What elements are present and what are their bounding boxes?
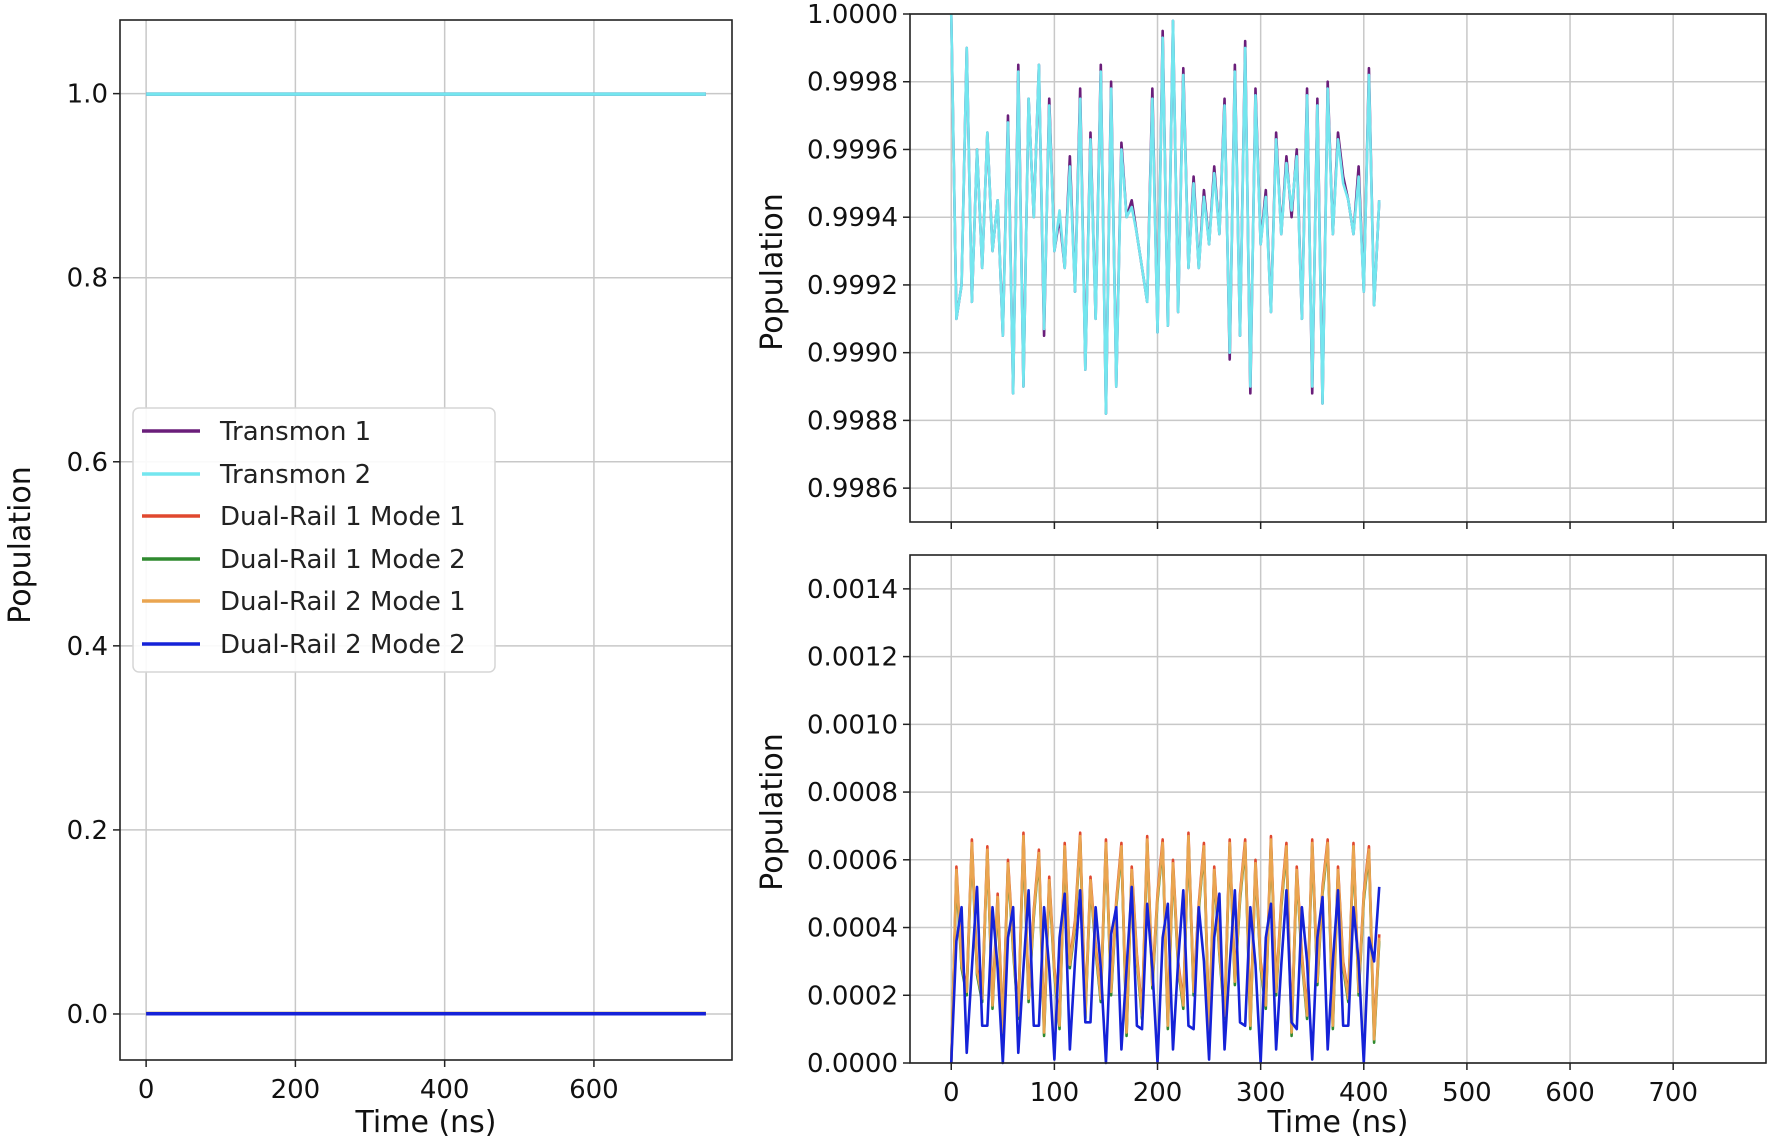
legend-item: Dual-Rail 2 Mode 2 <box>142 630 466 660</box>
legend-item: Transmon 2 <box>142 460 371 490</box>
dual-rail-zoom-xtick-label: 0 <box>943 1078 960 1108</box>
dual-rail-zoom-axes-frame <box>909 554 1767 1064</box>
dual-rail-zoom-ticks: 0 100 200 300 400 500 600 700 0.0000 0.0002 0.0004… <box>807 575 1698 1108</box>
dual-rail-zoom-xtick-label: 700 <box>1648 1078 1698 1108</box>
transmon-zoom-ticks: 0.9986 0.9988 0.9990 0.9992 0.9994 0.9996 0.99… <box>807 0 1674 529</box>
overview-xtick-label: 200 <box>271 1075 321 1105</box>
legend-label: Dual-Rail 2 Mode 1 <box>220 587 466 617</box>
transmon-zoom-ytick-label: 0.9998 <box>807 68 898 98</box>
dual-rail-zoom-ytick-label: 0.0008 <box>807 778 898 808</box>
overview-ytick-label: 0.8 <box>67 264 108 294</box>
transmon-zoom-line-transmon-2 <box>949 13 1381 415</box>
overview-ylabel: Population <box>3 466 38 624</box>
legend-item: Transmon 1 <box>142 417 371 447</box>
overview-xtick-label: 400 <box>420 1075 470 1105</box>
overview-xtick-label: 600 <box>569 1075 619 1105</box>
transmon-zoom-axes-frame <box>909 13 1767 523</box>
transmon-zoom-ytick-label: 0.9988 <box>807 406 898 436</box>
dual-rail-zoom-xtick-label: 600 <box>1545 1078 1595 1108</box>
overview-ticks: 0 200 400 600 0.0 0.2 0.4 0.6 0.8 1.0 <box>67 80 619 1105</box>
dual-rail-zoom-xlabel: Time (ns) <box>1266 1105 1408 1136</box>
overview-xtick-label: 0 <box>138 1075 155 1105</box>
legend-label: Transmon 2 <box>219 460 371 490</box>
overview-axes-frame <box>119 19 733 1061</box>
dual-rail-zoom-xtick-label: 100 <box>1030 1078 1080 1108</box>
dual-rail-zoom-chart: 0 100 200 300 400 500 600 700 0.0000 0.0002 0.0004… <box>755 554 1767 1136</box>
dual-rail-zoom-ytick-label: 0.0004 <box>807 914 898 944</box>
dual-rail-zoom-line-dual-rail-2-mode-2 <box>949 885 1381 1065</box>
dual-rail-zoom-xtick-label: 500 <box>1442 1078 1492 1108</box>
dual-rail-zoom-ytick-label: 0.0014 <box>807 575 898 605</box>
overview-ytick-label: 0.2 <box>67 816 108 846</box>
dual-rail-zoom-ytick-label: 0.0006 <box>807 846 898 876</box>
dual-rail-zoom-ytick-label: 0.0012 <box>807 643 898 673</box>
overview-ytick-label: 0.0 <box>67 1000 108 1030</box>
legend-label: Dual-Rail 2 Mode 2 <box>220 630 466 660</box>
legend-item: Dual-Rail 1 Mode 1 <box>142 502 466 532</box>
overview-xlabel: Time (ns) <box>354 1105 496 1136</box>
dual-rail-zoom-ylabel: Population <box>755 733 790 891</box>
dual-rail-zoom-xtick-label: 200 <box>1133 1078 1183 1108</box>
legend-item: Dual-Rail 2 Mode 1 <box>142 587 466 617</box>
transmon-zoom-ytick-label: 0.9996 <box>807 135 898 165</box>
overview-series <box>146 92 706 1016</box>
legend: Transmon 1 Transmon 2 Dual-Rail 1 Mode 1… <box>132 407 496 673</box>
overview-ytick-label: 0.6 <box>67 448 108 478</box>
dual-rail-zoom-ytick-label: 0.0002 <box>807 981 898 1011</box>
overview-ytick-label: 1.0 <box>67 80 108 110</box>
legend-label: Dual-Rail 1 Mode 1 <box>220 502 466 532</box>
overview-chart: 0 200 400 600 0.0 0.2 0.4 0.6 0.8 1.0 Time (ns) P… <box>3 19 733 1136</box>
transmon-zoom-ytick-label: 0.9994 <box>807 203 898 233</box>
transmon-zoom-ytick-label: 0.9992 <box>807 271 898 301</box>
transmon-zoom-ytick-label: 0.9990 <box>807 339 898 369</box>
dual-rail-zoom-grid <box>910 555 1766 1064</box>
overview-ytick-label: 0.4 <box>67 632 108 662</box>
legend-label: Transmon 1 <box>219 417 371 447</box>
dual-rail-zoom-xtick-label: 400 <box>1339 1078 1389 1108</box>
transmon-zoom-ytick-label: 0.9986 <box>807 474 898 504</box>
transmon-zoom-chart: 0.9986 0.9988 0.9990 0.9992 0.9994 0.9996 0.99… <box>755 0 1767 529</box>
dual-rail-zoom-ytick-label: 0.0000 <box>807 1049 898 1079</box>
dual-rail-zoom-xtick-label: 300 <box>1236 1078 1286 1108</box>
dual-rail-zoom-ytick-label: 0.0010 <box>807 710 898 740</box>
legend-box <box>132 407 496 673</box>
transmon-zoom-ytick-label: 1.0000 <box>807 0 898 30</box>
legend-item: Dual-Rail 1 Mode 2 <box>142 545 466 575</box>
dual-rail-zoom-series <box>949 831 1381 1065</box>
legend-label: Dual-Rail 1 Mode 2 <box>220 545 466 575</box>
transmon-zoom-ylabel: Population <box>755 193 790 351</box>
transmon-zoom-series <box>949 13 1381 415</box>
